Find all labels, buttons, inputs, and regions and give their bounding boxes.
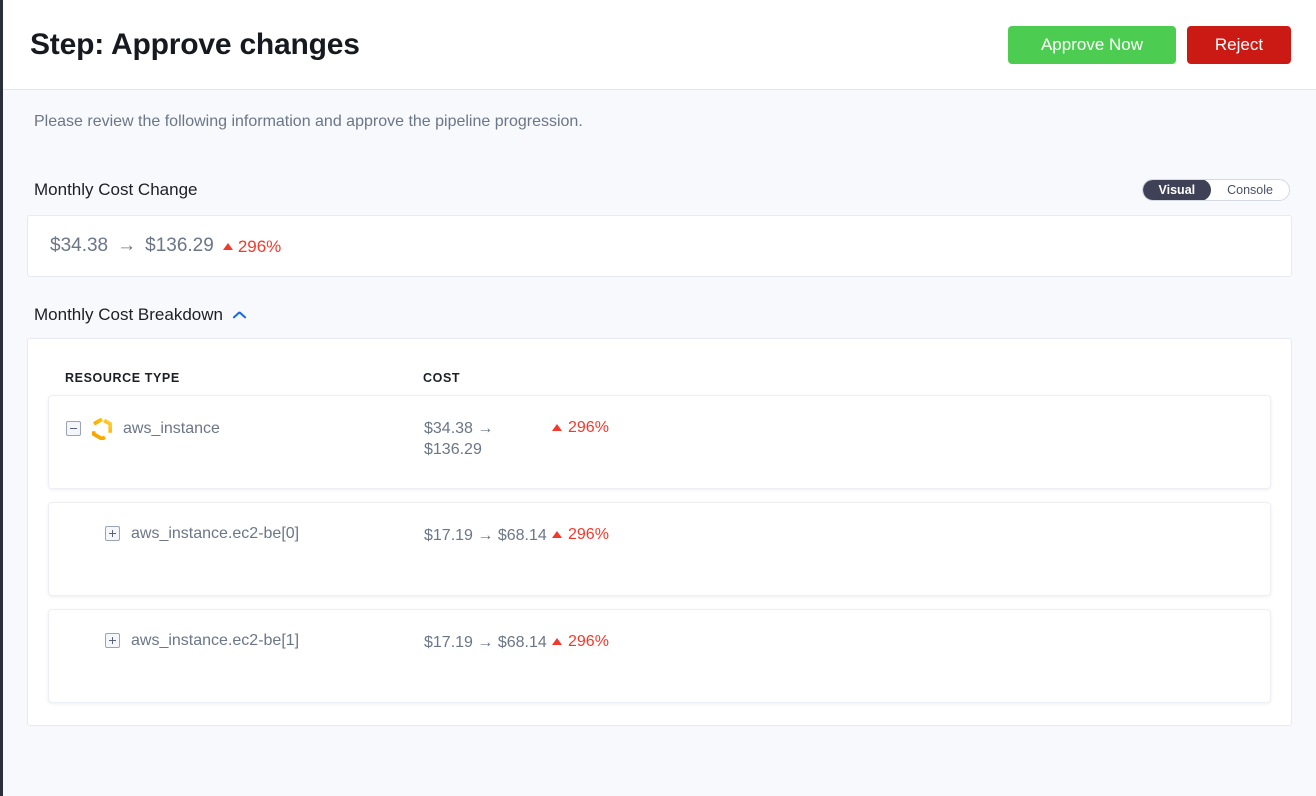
header-actions: Approve Now Reject (1008, 25, 1291, 64)
monthly-cost-change-section-head: Monthly Cost Change Visual Console (27, 178, 1292, 201)
column-header-resource-type: RESOURCE TYPE (65, 370, 180, 385)
expand-plus-icon[interactable] (105, 633, 120, 649)
resource-name: aws_instance.ec2-be[1] (131, 631, 300, 649)
aws-hexagon-icon (91, 416, 113, 441)
cost-delta-value: 296% (237, 237, 282, 257)
delta-value: 296% (568, 632, 609, 650)
cell-resource-type: aws_instance.ec2-be[1] (49, 632, 424, 650)
monthly-cost-change-title: Monthly Cost Change (34, 179, 198, 199)
page-header: Step: Approve changes Approve Now Reject (3, 0, 1316, 90)
page-title: Step: Approve changes (30, 28, 360, 61)
intro-text: Please review the following information … (34, 113, 583, 130)
toggle-option-visual[interactable]: Visual (1142, 179, 1212, 200)
table-row[interactable]: aws_instance.ec2-be[0] $17.19 → $68.14 2… (48, 501, 1271, 596)
monthly-cost-change-card: $34.38 → $136.29 296% (27, 214, 1292, 277)
caret-up-icon (552, 531, 562, 539)
cell-cost: $17.19 → $68.14 (424, 526, 547, 544)
cost-change-summary: $34.38 → $136.29 296% (50, 235, 281, 258)
caret-up-icon (552, 638, 562, 646)
approval-page: Step: Approve changes Approve Now Reject… (3, 0, 1316, 796)
cell-cost: $17.19 → $68.14 (424, 633, 547, 651)
left-edge-rail (0, 0, 3, 796)
cost-delta-badge: 296% (222, 237, 282, 257)
resource-name: aws_instance.ec2-be[0] (131, 524, 300, 542)
arrow-icon: → (117, 234, 137, 256)
view-mode-toggle[interactable]: Visual Console (1141, 178, 1290, 201)
table-row[interactable]: aws_instance.ec2-be[1] $17.19 → $68.14 2… (48, 608, 1271, 703)
cell-delta: 296% (552, 418, 609, 437)
chevron-up-icon[interactable] (232, 310, 246, 319)
column-header-cost: COST (423, 370, 461, 385)
delta-value: 296% (568, 418, 609, 436)
table-row[interactable]: aws_instance $34.38 → $136.29 296% (48, 394, 1271, 489)
page-content: Please review the following information … (3, 90, 1316, 726)
cost-from-value: $34.38 (50, 234, 109, 256)
cell-resource-type: aws_instance.ec2-be[0] (49, 525, 424, 543)
expand-plus-icon[interactable] (105, 526, 120, 542)
cell-cost: $34.38 → $136.29 (424, 419, 494, 458)
cell-delta: 296% (552, 525, 609, 544)
resource-name: aws_instance (123, 419, 220, 437)
collapse-minus-icon[interactable] (66, 421, 81, 437)
caret-up-icon (552, 424, 562, 432)
reject-button[interactable]: Reject (1187, 25, 1291, 64)
monthly-cost-breakdown-title: Monthly Cost Breakdown (34, 304, 223, 324)
monthly-cost-breakdown-toggle[interactable]: Monthly Cost Breakdown (34, 305, 246, 325)
approve-now-button[interactable]: Approve Now (1008, 25, 1176, 64)
toggle-option-console[interactable]: Console (1227, 182, 1273, 197)
cost-to-value: $136.29 (145, 234, 214, 256)
caret-up-icon (222, 242, 233, 250)
cell-delta: 296% (552, 632, 609, 651)
delta-value: 296% (568, 525, 609, 543)
cost-breakdown-table: RESOURCE TYPE COST (27, 337, 1292, 726)
cell-resource-type: aws_instance (49, 416, 424, 441)
table-header-row: RESOURCE TYPE COST (48, 339, 1271, 395)
